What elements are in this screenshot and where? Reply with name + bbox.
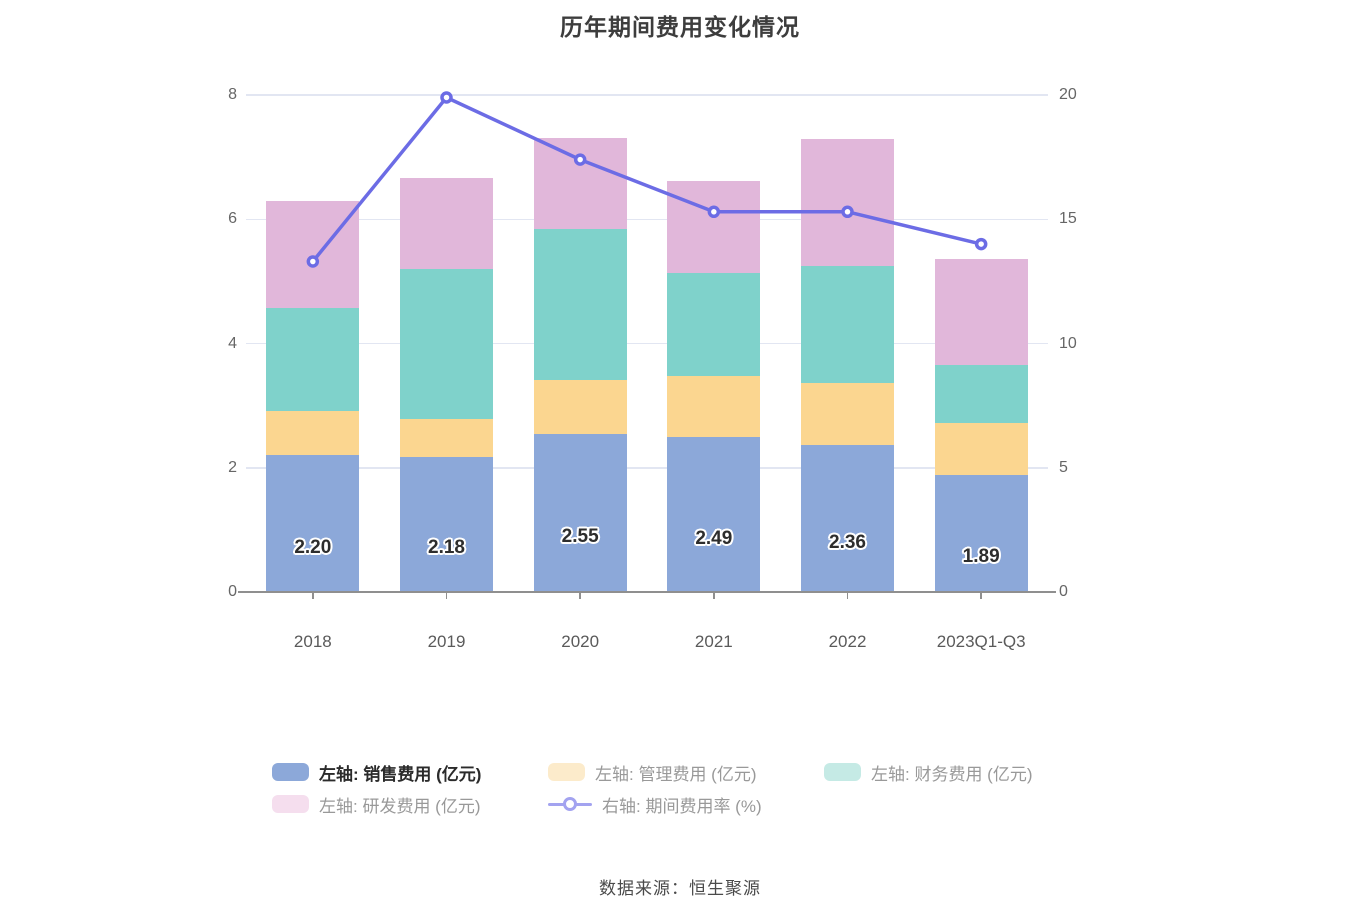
bar-segment-admin-2018[interactable] xyxy=(266,411,360,456)
legend-label-rd: 左轴: 研发费用 (亿元) xyxy=(319,796,481,816)
x-axis-tick xyxy=(980,592,982,599)
y-axis-left-tick-label: 0 xyxy=(228,583,237,600)
y-axis-right-tick-label: 10 xyxy=(1059,334,1077,352)
bar-segment-finance-2019[interactable] xyxy=(400,268,493,419)
y-axis-left-tick-label: 6 xyxy=(228,210,237,228)
x-axis-label-2018: 2018 xyxy=(293,632,332,651)
bar-segment-sales-2018[interactable] xyxy=(266,455,360,592)
chart-legend: 左轴: 销售费用 (亿元) 左轴: 管理费用 (亿元) 左轴: 财务费用 (亿元) 左… xyxy=(272,756,1033,820)
gridline xyxy=(246,218,1048,220)
legend-label-finance: 左轴: 财务费用 (亿元) xyxy=(871,764,1033,784)
bar-segment-finance-2023Q1-Q3[interactable] xyxy=(934,365,1028,423)
y-axis-left-tick-label: 8 xyxy=(228,86,237,103)
chart-title: 历年期间费用变化情况 xyxy=(560,14,800,40)
x-axis-line xyxy=(238,591,1056,593)
legend-line-marker-expense-ratio xyxy=(548,795,592,813)
gridline xyxy=(246,342,1048,345)
legend-item-sales[interactable]: 左轴: 销售费用 (亿元) xyxy=(272,760,548,785)
bar-segment-admin-2021[interactable] xyxy=(667,375,761,438)
bar-segment-finance-2022[interactable] xyxy=(801,266,894,384)
x-axis-label-2021: 2021 xyxy=(694,632,733,651)
y-axis-right-tick-label: 5 xyxy=(1059,458,1068,476)
gridline xyxy=(246,94,1048,96)
bar-segment-rd-2021[interactable] xyxy=(667,181,761,273)
bar-segment-finance-2018[interactable] xyxy=(266,308,360,412)
x-axis-tick xyxy=(713,592,715,599)
bar-segment-sales-2020[interactable] xyxy=(533,433,627,592)
x-axis-label-2020: 2020 xyxy=(561,632,600,651)
bar-segment-rd-2018[interactable] xyxy=(266,201,360,309)
bar-value-label-2022: 2.36 xyxy=(829,531,866,553)
bar-value-label-2019: 2.18 xyxy=(428,537,465,559)
bar-segment-sales-2021[interactable] xyxy=(667,437,761,592)
bar-segment-rd-2022[interactable] xyxy=(801,139,894,267)
legend-swatch-finance xyxy=(824,763,861,781)
x-axis-tick xyxy=(312,592,314,599)
bar-segment-admin-2022[interactable] xyxy=(801,383,894,446)
legend-item-finance[interactable]: 左轴: 财务费用 (亿元) xyxy=(824,760,1033,785)
bar-segment-sales-2023Q1-Q3[interactable] xyxy=(934,474,1028,592)
x-axis-tick xyxy=(445,592,448,599)
legend-row-1: 左轴: 销售费用 (亿元) 左轴: 管理费用 (亿元) 左轴: 财务费用 (亿元) xyxy=(272,756,1033,788)
bar-segment-admin-2020[interactable] xyxy=(533,380,627,434)
bar-segment-rd-2020[interactable] xyxy=(533,138,627,230)
legend-label-expense-ratio: 右轴: 期间费用率 (%) xyxy=(602,796,762,816)
legend-item-admin[interactable]: 左轴: 管理费用 (亿元) xyxy=(548,760,824,785)
bar-value-label-2020: 2.55 xyxy=(561,525,599,547)
y-axis-right-tick-label: 15 xyxy=(1059,210,1077,228)
bar-segment-finance-2021[interactable] xyxy=(667,272,761,376)
bar-segment-sales-2022[interactable] xyxy=(801,445,894,592)
bar-segment-admin-2023Q1-Q3[interactable] xyxy=(934,423,1028,475)
data-source-note: 数据来源：恒生聚源 xyxy=(599,879,761,898)
bar-value-label-2023Q1-Q3: 1.89 xyxy=(962,546,1000,568)
legend-swatch-rd xyxy=(272,795,309,813)
x-axis-label-2019: 2019 xyxy=(427,632,466,651)
y-axis-right-tick-label: 20 xyxy=(1059,86,1077,103)
bar-value-label-2021: 2.49 xyxy=(695,527,733,549)
bar-segment-finance-2020[interactable] xyxy=(533,229,627,381)
line-marker-2023Q1-Q3[interactable] xyxy=(974,237,988,251)
bar-segment-sales-2019[interactable] xyxy=(400,456,493,592)
y-axis-left-tick-label: 4 xyxy=(228,334,237,352)
y-axis-left-tick-label: 2 xyxy=(228,458,237,476)
bar-segment-admin-2019[interactable] xyxy=(400,418,493,457)
legend-label-sales: 左轴: 销售费用 (亿元) xyxy=(319,764,482,784)
legend-row-2: 左轴: 研发费用 (亿元) 右轴: 期间费用率 (%) xyxy=(272,788,1033,820)
legend-line-ring xyxy=(563,797,577,811)
bar-segment-rd-2023Q1-Q3[interactable] xyxy=(934,259,1028,366)
x-axis-label-2023Q1-Q3: 2023Q1-Q3 xyxy=(936,632,1026,651)
legend-swatch-sales xyxy=(272,763,309,781)
gridline xyxy=(246,467,1048,469)
bar-segment-rd-2019[interactable] xyxy=(400,177,493,269)
y-axis-right-tick-label: 0 xyxy=(1059,583,1068,600)
legend-item-expense-ratio[interactable]: 右轴: 期间费用率 (%) xyxy=(548,792,762,817)
x-axis-tick xyxy=(579,592,581,599)
legend-item-rd[interactable]: 左轴: 研发费用 (亿元) xyxy=(272,792,548,817)
x-axis-tick xyxy=(846,592,849,599)
legend-swatch-admin xyxy=(548,763,585,781)
legend-label-admin: 左轴: 管理费用 (亿元) xyxy=(595,764,757,784)
bar-value-label-2018: 2.20 xyxy=(294,536,332,558)
x-axis-label-2022: 2022 xyxy=(828,632,867,651)
